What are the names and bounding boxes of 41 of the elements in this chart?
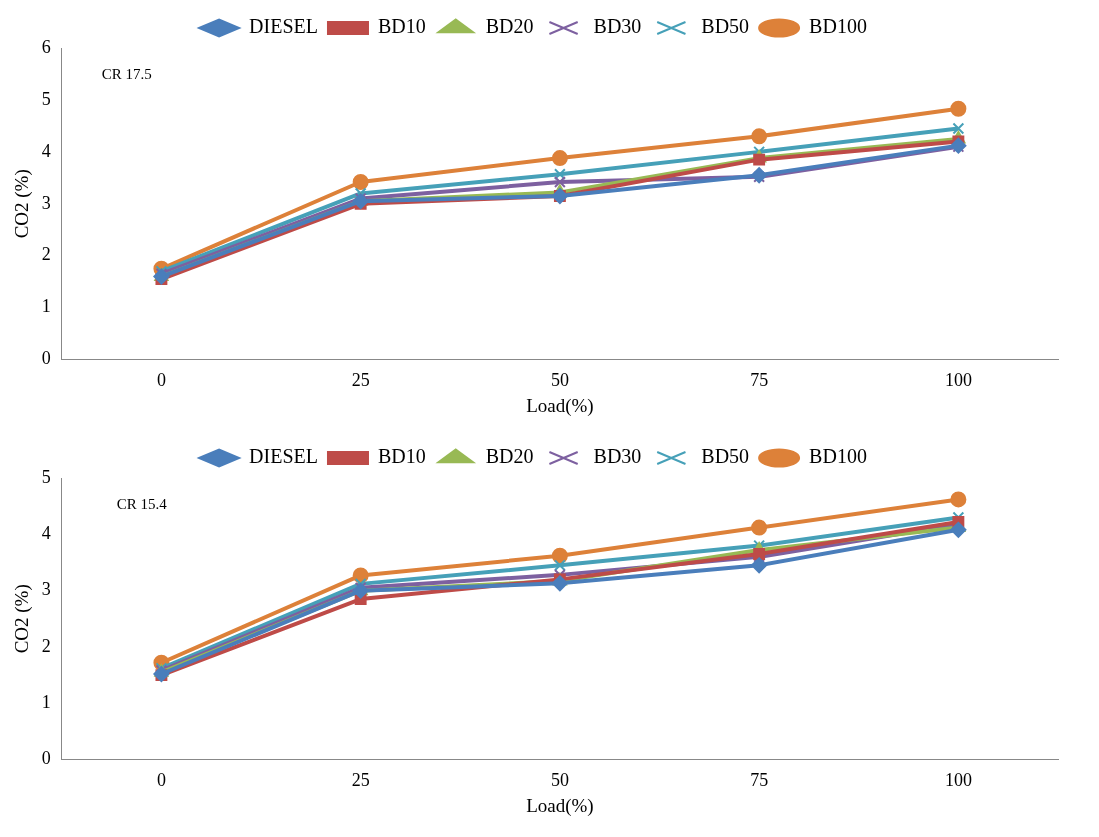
y-tick-label: 5 [41, 88, 51, 109]
legend-label: BD30 [593, 15, 642, 38]
legend-label: BD100 [809, 445, 867, 468]
y-tick-label: 2 [41, 635, 51, 656]
x-axis-title: Load(%) [526, 394, 594, 417]
legend-label: BD10 [377, 445, 426, 468]
x-tick-label: 25 [351, 770, 370, 791]
x-tick-label: 75 [750, 770, 769, 791]
y-tick-label: 1 [41, 296, 51, 317]
y-tick-label: 6 [41, 36, 51, 57]
legend-label: DIESEL [249, 15, 318, 38]
x-tick-label: 0 [156, 770, 166, 791]
x-tick-label: 50 [550, 370, 569, 391]
legend-label: BD50 [701, 15, 750, 38]
y-axis-title: CO2 (%) [11, 584, 34, 654]
x-tick-label: 100 [944, 370, 972, 391]
legend-label: BD20 [485, 445, 534, 468]
legend-label: BD100 [809, 15, 867, 38]
y-tick-label: 4 [41, 523, 51, 544]
legend-label: DIESEL [249, 445, 318, 468]
legend-label: BD20 [485, 15, 534, 38]
y-tick-label: 2 [41, 244, 51, 265]
x-tick-label: 50 [550, 770, 569, 791]
x-axis-title: Load(%) [526, 794, 594, 817]
annotation: CR 17.5 [101, 66, 152, 83]
legend-label: BD10 [377, 15, 426, 38]
y-tick-label: 3 [41, 192, 51, 213]
x-tick-label: 25 [351, 370, 370, 391]
y-tick-label: 3 [41, 579, 51, 600]
legend-label: BD30 [593, 445, 642, 468]
y-tick-label: 0 [41, 748, 51, 769]
y-axis-title: CO2 (%) [11, 169, 34, 239]
x-tick-label: 75 [750, 370, 769, 391]
x-tick-label: 0 [156, 370, 166, 391]
legend-label: BD50 [701, 445, 750, 468]
annotation: CR 15.4 [116, 496, 168, 513]
y-tick-label: 0 [41, 348, 51, 369]
y-tick-label: 4 [41, 140, 51, 161]
x-tick-label: 100 [944, 770, 972, 791]
y-tick-label: 5 [41, 466, 51, 487]
y-tick-label: 1 [41, 692, 51, 713]
